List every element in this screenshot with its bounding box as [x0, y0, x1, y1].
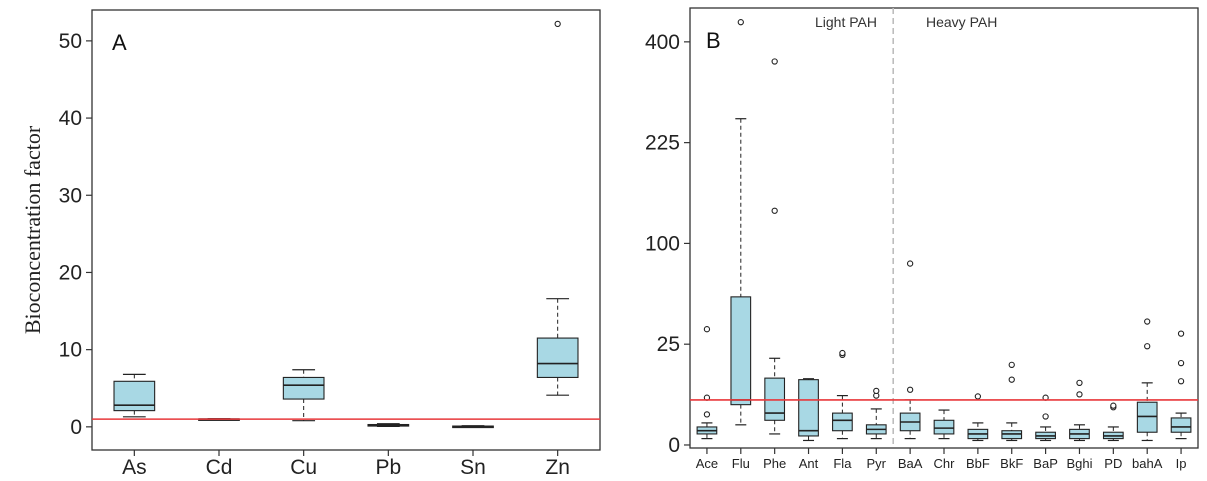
outlier-point: [703, 411, 711, 418]
outlier-point: [1177, 359, 1185, 367]
box-bkf: [1001, 361, 1023, 442]
x-tick-label: Bghi: [1066, 456, 1092, 471]
x-tick-label: Flu: [732, 456, 750, 471]
panel-b: B Light PAH Heavy PAH 0 25 100 225 400 Ace Fl…: [645, 7, 1199, 471]
x-tick-label: BbF: [966, 456, 990, 471]
outlier-point: [839, 349, 846, 357]
y-tick-label: 10: [59, 339, 82, 362]
box-iqr: [933, 419, 955, 435]
x-tick-label: Ip: [1176, 456, 1187, 471]
panel-label-b: B: [706, 28, 721, 53]
box-flu: [730, 19, 752, 426]
y-tick-label: 0: [668, 434, 680, 457]
x-tick-label: Cd: [206, 456, 233, 479]
outlier-point: [906, 386, 914, 393]
outlier-point: [1144, 343, 1151, 350]
section-label-heavy-pah: Heavy PAH: [926, 14, 997, 30]
x-tick-label: bahA: [1132, 456, 1163, 471]
boxes-a: [113, 20, 579, 429]
box-bap: [1035, 394, 1056, 442]
y-axis-a: 0 10 20 30 40 50: [59, 30, 92, 439]
x-axis-b: Ace Flu Phe Ant Fla Pyr BaA Chr BbF BkF BaP Bghi PD b…: [696, 448, 1187, 471]
panel-label-a: A: [112, 30, 127, 55]
box-phe: [764, 58, 786, 435]
box-pyr: [865, 387, 887, 440]
box-sn: [452, 425, 494, 429]
outlier-point: [554, 20, 561, 28]
box-ant: [798, 378, 819, 442]
box-bbf: [967, 393, 989, 442]
box-iqr: [798, 379, 819, 437]
y-tick-label: 20: [59, 261, 82, 284]
outlier-point: [1076, 391, 1083, 398]
outlier-point: [873, 387, 880, 395]
x-tick-label: Chr: [934, 456, 956, 471]
y-axis-label: Bioconcentration factor: [20, 125, 45, 334]
x-tick-label: Pb: [375, 456, 401, 479]
x-tick-label: Zn: [545, 456, 570, 479]
outlier-point: [1008, 361, 1015, 369]
y-tick-label: 30: [59, 184, 82, 207]
boxes-b: [696, 19, 1192, 442]
outlier-point: [771, 58, 778, 65]
x-tick-label: Cu: [290, 456, 317, 479]
x-tick-label: As: [122, 456, 147, 479]
y-tick-label: 0: [70, 416, 82, 439]
outlier-point: [1177, 330, 1185, 337]
x-tick-label: PD: [1104, 456, 1122, 471]
plot-frame-a: [91, 9, 601, 451]
x-tick-label: BaP: [1033, 456, 1058, 471]
y-tick-label: 400: [645, 31, 680, 54]
box-iqr: [730, 296, 752, 406]
panel-a: A Bioconcentration factor 0 10 20 30 40 50 As…: [20, 9, 601, 479]
outlier-point: [703, 326, 711, 333]
x-tick-label: Sn: [460, 456, 486, 479]
box-iqr: [282, 376, 325, 400]
outlier-point: [906, 260, 914, 267]
y-tick-label: 25: [657, 333, 680, 356]
box-baha: [1136, 318, 1158, 442]
outlier-point: [771, 207, 778, 214]
box-pd: [1102, 402, 1124, 442]
box-fla: [832, 349, 853, 440]
x-tick-label: BaA: [898, 456, 923, 471]
y-axis-b: 0 25 100 225 400: [645, 31, 690, 457]
box-chr: [933, 409, 955, 440]
outlier-point: [737, 19, 744, 26]
outlier-point: [974, 393, 982, 400]
y-tick-label: 50: [59, 30, 82, 53]
x-tick-label: Phe: [763, 456, 786, 471]
x-tick-label: Ant: [799, 456, 819, 471]
box-iqr: [1170, 417, 1192, 433]
x-tick-label: Pyr: [867, 456, 887, 471]
box-baa: [899, 260, 921, 440]
box-iqr: [832, 412, 853, 432]
y-tick-label: 225: [645, 132, 680, 155]
y-tick-label: 40: [59, 107, 82, 130]
box-ip: [1170, 330, 1192, 440]
box-bghi: [1069, 379, 1090, 442]
section-label-light-pah: Light PAH: [815, 14, 877, 30]
outlier-point: [1076, 379, 1083, 387]
box-ace: [696, 326, 718, 440]
box-iqr: [113, 380, 156, 412]
outlier-point: [1110, 402, 1117, 409]
outlier-point: [1042, 413, 1049, 420]
outlier-point: [1144, 318, 1151, 325]
box-pb: [367, 423, 410, 428]
outlier-point: [1008, 376, 1015, 383]
y-tick-label: 100: [645, 232, 680, 255]
x-tick-label: Ace: [696, 456, 718, 471]
x-axis-a: As Cd Cu Pb Sn Zn: [122, 450, 570, 479]
x-tick-label: BkF: [1000, 456, 1023, 471]
x-tick-label: Fla: [833, 456, 852, 471]
box-zn: [536, 20, 579, 396]
box-iqr: [536, 337, 579, 378]
box-cu: [282, 369, 325, 422]
box-as: [113, 373, 156, 418]
outlier-point: [1177, 378, 1185, 385]
